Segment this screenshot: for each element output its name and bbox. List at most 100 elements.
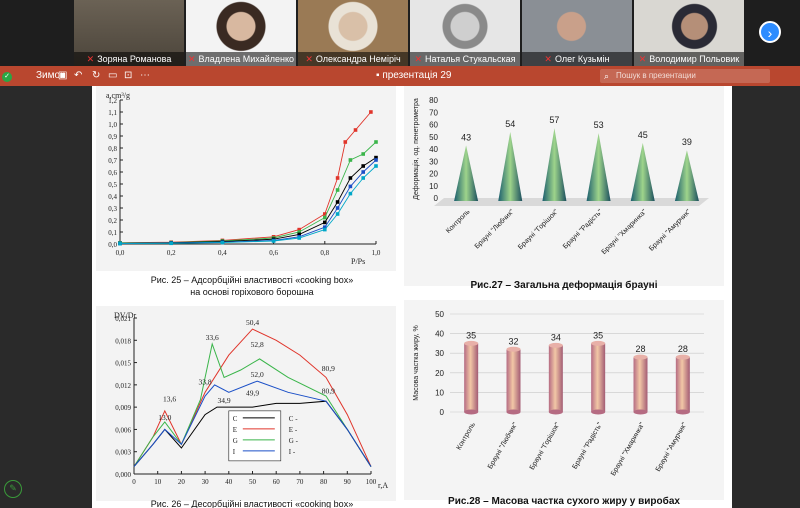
data-point (297, 236, 301, 240)
y-tick-label: 0,9 (108, 133, 117, 141)
x-tick-label: 60 (273, 478, 281, 486)
save-icon[interactable]: ▣ (58, 70, 68, 81)
file-icon: ▪ (376, 70, 383, 81)
peak-label: 33,6 (206, 333, 219, 342)
redo-icon[interactable]: ↻ (92, 70, 101, 81)
next-page-button[interactable]: › (759, 21, 781, 43)
peak-label: 13,6 (163, 394, 176, 403)
customize-toolbar-icon[interactable]: ⋯ (140, 70, 150, 81)
y-axis-label: DV/Dr (114, 311, 137, 320)
participant-tile[interactable]: ✕ Олександра Неміріч (298, 0, 408, 66)
participant-name: ✕ Владлена Михайленко (186, 52, 296, 66)
participant-name: ✕ Зоряна Романова (74, 52, 184, 66)
mic-muted-icon: ✕ (414, 54, 423, 64)
participant-tile[interactable]: ✕ Володимир Польовик (634, 0, 744, 66)
y-tick-label: 0,8 (108, 145, 117, 153)
y-tick-label: 0,003 (115, 449, 131, 457)
peak-label: 50,4 (246, 318, 259, 327)
y-tick-label: 20 (429, 170, 438, 179)
x-tick-label: 50 (249, 478, 257, 486)
participant-name: ✕ Наталья Стукальская (410, 52, 520, 66)
legend-label: G (233, 437, 238, 445)
y-tick-label: 0,0 (108, 241, 117, 249)
figure-25-caption: Рис. 25 – Адсорбційні властивості «cooki… (112, 274, 392, 298)
y-tick-label: 0 (434, 194, 439, 203)
x-tick-label: 10 (154, 478, 162, 486)
y-tick-label: 70 (429, 108, 438, 117)
data-point (323, 227, 327, 232)
y-tick-label: 0,6 (108, 169, 117, 177)
annotate-pen-icon[interactable]: ✎ (4, 480, 22, 498)
data-label: 32 (508, 336, 518, 346)
participant-tile[interactable]: ✕ Наталья Стукальская (410, 0, 520, 66)
cone-bar (674, 150, 699, 201)
data-point (297, 230, 301, 234)
data-point (323, 212, 327, 216)
participants-strip: ✕ Зоряна Романова ✕ Владлена Михайленко ✕ О… (0, 0, 800, 66)
data-point (323, 225, 327, 229)
participant-tile[interactable]: ✕ Зоряна Романова (74, 0, 184, 66)
mic-muted-icon: ✕ (544, 54, 552, 64)
data-point (348, 176, 353, 180)
peak-label: 49,9 (246, 388, 259, 397)
y-tick-label: 0,4 (108, 193, 117, 201)
y-axis-label: Масова частка жиру, % (413, 325, 420, 400)
y-tick-label: 50 (435, 310, 444, 319)
x-tick-label: 0,4 (218, 249, 227, 257)
caption-line: Рис. 25 – Адсорбційні властивості «cooki… (150, 275, 354, 285)
y-tick-label: 1,0 (108, 121, 117, 129)
peak-label: 80,9 (322, 386, 335, 395)
data-point (374, 164, 378, 168)
data-point (335, 212, 340, 216)
cylinder-top (633, 354, 648, 360)
autosave-label[interactable]: Зимок (36, 70, 65, 81)
data-point (348, 158, 353, 162)
legend-label: G - (289, 437, 299, 445)
cylinder-bar (591, 343, 606, 412)
format-icon[interactable]: ⊡ (124, 70, 133, 81)
data-label: 45 (638, 130, 648, 140)
data-label: 57 (549, 115, 559, 125)
data-point (374, 155, 378, 160)
data-label: 43 (461, 132, 471, 142)
data-point (118, 241, 122, 246)
x-tick-label: 30 (202, 478, 210, 486)
cone-bar (630, 142, 655, 201)
x-axis-label: r,A (378, 481, 388, 490)
peak-label: 80,9 (322, 364, 335, 373)
isotherm-line (119, 165, 377, 245)
data-label: 35 (593, 330, 603, 340)
undo-icon[interactable]: ↶ (74, 70, 83, 81)
peak-label: 13,0 (158, 413, 171, 422)
cylinder-base (464, 409, 479, 415)
cylinder-top (548, 342, 563, 348)
slideshow-icon[interactable]: ▭ (108, 70, 118, 81)
search-field[interactable]: ⌕ Пошук в презентации (600, 69, 770, 83)
x-tick-label: 80 (320, 478, 328, 486)
data-label: 28 (635, 344, 645, 354)
y-tick-label: 0,5 (108, 181, 117, 189)
y-tick-label: 0,000 (115, 471, 131, 479)
search-icon: ⌕ (604, 71, 610, 81)
participant-tile[interactable]: ✕ Олег Кузьмін (522, 0, 632, 66)
data-point (297, 232, 301, 237)
cone-bar (454, 145, 479, 201)
data-point (297, 227, 301, 232)
x-tick-label: 0 (132, 478, 136, 486)
data-point (220, 240, 225, 245)
participant-tile[interactable]: ✕ Владлена Михайленко (186, 0, 296, 66)
desorption-line (133, 328, 372, 467)
cylinder-base (548, 409, 563, 415)
desorption-line (133, 342, 372, 467)
y-tick-label: 0,3 (108, 205, 117, 213)
data-point (353, 128, 358, 132)
y-tick-label: 0,021 (115, 315, 131, 323)
cylinder-base (633, 409, 648, 415)
legend-label: I - (289, 448, 296, 456)
mic-muted-icon: ✕ (638, 54, 647, 64)
data-point (335, 188, 340, 192)
data-point (374, 140, 378, 144)
y-axis-label: a,cm³/g (106, 91, 130, 100)
figure-27-caption: Рис.27 – Загальна деформація брауні (470, 280, 658, 291)
data-point (374, 158, 378, 162)
